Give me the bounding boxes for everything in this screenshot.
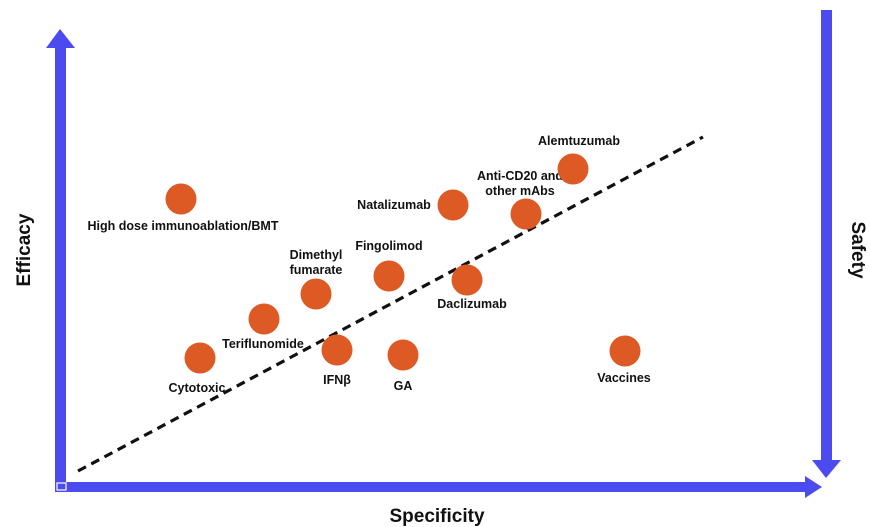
safety-axis [812, 10, 841, 478]
x-axis-title: Specificity [389, 506, 484, 527]
point-teriflunomide: Teriflunomide [222, 303, 304, 351]
points-layer: High dose immunoablation/BMT Cytotoxic Ter… [88, 134, 651, 395]
left-axis-title: Efficacy [14, 213, 35, 286]
point-label-cytotoxic: Cytotoxic [169, 381, 226, 395]
point-label-fingolimod: Fingolimod [355, 239, 422, 253]
point-label-line: IFNβ [323, 373, 351, 387]
specificity-axis-arrowhead [805, 476, 822, 498]
point-label-line: Anti-CD20 and [477, 169, 563, 183]
point-label-line: Fingolimod [355, 239, 422, 253]
point-marker-dimethyl [300, 278, 332, 310]
point-marker-vaccines [609, 335, 641, 367]
point-marker-daclizumab [451, 264, 483, 296]
point-cytotoxic: Cytotoxic [169, 342, 226, 395]
point-label-line: Natalizumab [357, 198, 431, 212]
point-label-dimethyl: Dimethyl fumarate [290, 248, 343, 277]
specificity-axis [55, 476, 822, 498]
point-vaccines: Vaccines [597, 335, 651, 385]
point-anticd20: Anti-CD20 and other mAbs [477, 169, 563, 230]
point-ga: GA [387, 339, 419, 393]
point-label-line: Teriflunomide [222, 337, 304, 351]
point-label-line: Cytotoxic [169, 381, 226, 395]
efficacy-axis [46, 29, 75, 486]
point-label-hdi: High dose immunoablation/BMT [88, 219, 279, 233]
point-label-anticd20: Anti-CD20 and other mAbs [477, 169, 563, 198]
point-marker-alemtuzumab [557, 153, 589, 185]
point-label-ifnb: IFNβ [323, 373, 351, 387]
point-label-teriflunomide: Teriflunomide [222, 337, 304, 351]
point-dimethyl: Dimethyl fumarate [290, 248, 343, 310]
point-label-line: High dose immunoablation/BMT [88, 219, 279, 233]
right-axis-title: Safety [847, 221, 868, 278]
point-marker-anticd20 [510, 198, 542, 230]
point-fingolimod: Fingolimod [355, 239, 423, 292]
point-marker-ga [387, 339, 419, 371]
efficacy-axis-arrowhead [46, 29, 75, 48]
point-label-line: fumarate [290, 263, 343, 277]
point-marker-hdi [165, 183, 197, 215]
point-label-alemtuzumab: Alemtuzumab [538, 134, 620, 148]
point-marker-cytotoxic [184, 342, 216, 374]
point-label-line: Daclizumab [437, 297, 507, 311]
point-alemtuzumab: Alemtuzumab [538, 134, 620, 185]
point-label-ga: GA [394, 379, 413, 393]
point-marker-natalizumab [437, 189, 469, 221]
efficacy-axis-shaft [55, 46, 66, 486]
safety-axis-arrowhead [812, 460, 841, 478]
point-marker-ifnb [321, 334, 353, 366]
point-label-natalizumab: Natalizumab [357, 198, 431, 212]
point-label-line: Alemtuzumab [538, 134, 620, 148]
axis-corner-mark [56, 482, 67, 491]
point-marker-fingolimod [373, 260, 405, 292]
point-marker-teriflunomide [248, 303, 280, 335]
point-label-vaccines: Vaccines [597, 371, 651, 385]
point-label-line: GA [394, 379, 413, 393]
point-ifnb: IFNβ [321, 334, 353, 387]
point-natalizumab: Natalizumab [357, 189, 469, 221]
point-label-daclizumab: Daclizumab [437, 297, 507, 311]
specificity-axis-shaft [55, 482, 807, 492]
point-label-line: Dimethyl [290, 248, 343, 262]
point-label-line: other mAbs [485, 184, 555, 198]
point-hdi: High dose immunoablation/BMT [88, 183, 279, 233]
trend-line [77, 135, 704, 473]
safety-axis-shaft [821, 10, 832, 462]
point-label-line: Vaccines [597, 371, 651, 385]
point-daclizumab: Daclizumab [437, 264, 507, 311]
